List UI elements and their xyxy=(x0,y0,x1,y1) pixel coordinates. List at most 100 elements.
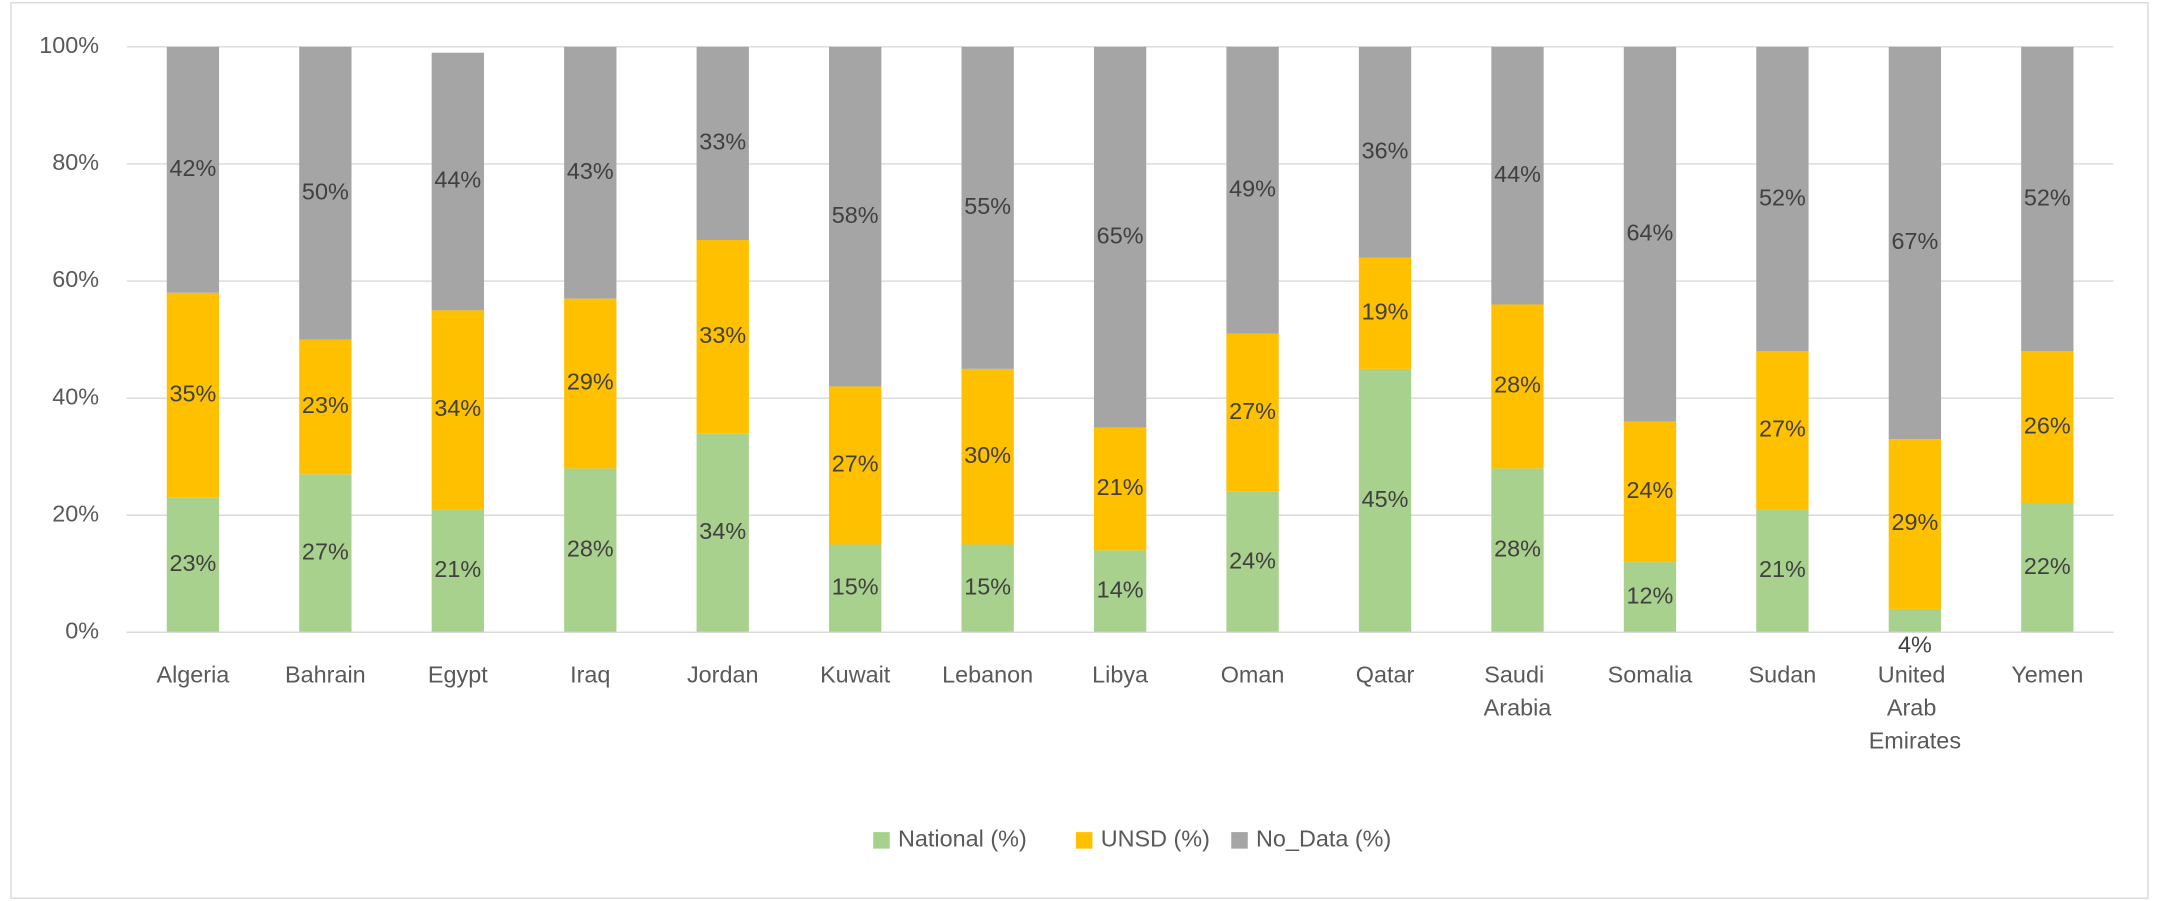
x-tick-label: Qatar xyxy=(1356,662,1415,688)
data-label: 50% xyxy=(302,178,349,204)
data-label: 27% xyxy=(832,451,879,477)
x-tick-label: Libya xyxy=(1092,662,1149,688)
bar-segment xyxy=(1226,333,1279,492)
x-tick-label: Kuwait xyxy=(820,662,891,688)
bar-segment xyxy=(1358,257,1412,369)
data-label: 19% xyxy=(1362,298,1409,324)
data-label: 44% xyxy=(1494,161,1541,187)
x-tick-label: Sudan xyxy=(1749,662,1817,688)
data-label: 27% xyxy=(1229,398,1276,424)
legend-swatch xyxy=(1231,832,1248,849)
data-label: 24% xyxy=(1627,477,1674,503)
data-label: 42% xyxy=(169,155,216,181)
bar-segment xyxy=(2021,351,2074,504)
bar-segment xyxy=(829,544,882,633)
y-tick-label: 100% xyxy=(39,32,99,58)
bar-segment xyxy=(1888,439,1942,609)
bar-segment xyxy=(564,46,617,299)
data-label: 12% xyxy=(1627,582,1674,608)
data-label: 34% xyxy=(434,395,481,421)
y-tick-label: 80% xyxy=(52,149,99,175)
bar-segment xyxy=(1093,550,1147,633)
bar-segment xyxy=(431,310,484,510)
x-tick-label: Lebanon xyxy=(942,662,1033,688)
data-label: 52% xyxy=(2024,184,2071,210)
data-label: 52% xyxy=(1759,184,1806,210)
x-tick-label: Egypt xyxy=(428,662,488,688)
x-tick-label: Somalia xyxy=(1608,662,1694,688)
data-label: 33% xyxy=(699,322,746,348)
data-label: 30% xyxy=(964,442,1011,468)
bar-segment xyxy=(166,46,220,293)
bar-segment xyxy=(1756,509,1809,633)
data-label: 28% xyxy=(567,536,614,562)
bar-segment xyxy=(1888,608,1942,633)
data-label: 21% xyxy=(1097,474,1144,500)
data-label: 24% xyxy=(1229,547,1276,573)
data-label: 36% xyxy=(1362,137,1409,163)
data-label: 23% xyxy=(302,392,349,418)
bar-segment xyxy=(1358,46,1412,258)
bar-segment xyxy=(696,46,749,241)
legend-label: UNSD (%) xyxy=(1101,826,1210,852)
bar-segment xyxy=(829,386,882,545)
bar-segment xyxy=(1623,46,1677,422)
bar-segment xyxy=(961,368,1014,545)
x-tick-label: Saudi Arabia xyxy=(1484,662,1553,721)
bar-segment xyxy=(829,46,882,387)
bar-segment xyxy=(1756,46,1809,352)
data-label: 27% xyxy=(302,538,349,564)
bar-segment xyxy=(961,544,1014,633)
x-tick-label: Jordan xyxy=(687,662,759,688)
bar-segment xyxy=(564,298,617,469)
legend-label: No_Data (%) xyxy=(1256,826,1391,852)
data-label: 49% xyxy=(1229,175,1276,201)
bar-segment xyxy=(166,292,220,498)
bar-segment xyxy=(431,52,484,311)
data-label: 58% xyxy=(832,202,879,228)
data-label: 45% xyxy=(1362,486,1409,512)
data-label: 65% xyxy=(1097,222,1144,248)
legend-label: National (%) xyxy=(898,826,1027,852)
data-label: 21% xyxy=(434,556,481,582)
bar-segment xyxy=(1358,368,1412,633)
data-label: 44% xyxy=(434,167,481,193)
data-label: 64% xyxy=(1627,219,1674,245)
bar-segment xyxy=(1226,491,1279,633)
bar-segment xyxy=(1093,427,1147,551)
x-tick-label: Oman xyxy=(1221,662,1285,688)
data-label: 33% xyxy=(699,129,746,155)
legend-swatch xyxy=(873,832,890,849)
x-tick-label: Iraq xyxy=(570,662,610,688)
data-label: 28% xyxy=(1494,536,1541,562)
data-label: 55% xyxy=(964,193,1011,219)
legend-swatch xyxy=(1075,832,1093,849)
bar-segment xyxy=(696,240,749,434)
bar-segment xyxy=(961,46,1014,369)
bar-segment xyxy=(1623,421,1677,563)
data-label: 35% xyxy=(169,380,216,406)
data-label: 21% xyxy=(1759,556,1806,582)
bar-segment xyxy=(1491,46,1544,305)
data-label: 29% xyxy=(1891,509,1938,535)
data-label: 28% xyxy=(1494,372,1541,398)
data-label: 27% xyxy=(1759,416,1806,442)
bar-segment xyxy=(1226,46,1279,334)
bar-segment xyxy=(1491,468,1544,633)
x-tick-label: Yemen xyxy=(2011,662,2083,688)
y-tick-label: 60% xyxy=(52,266,99,292)
x-tick-label: Bahrain xyxy=(285,662,366,688)
bar-segment xyxy=(696,433,749,633)
bar-segment xyxy=(564,468,617,633)
bar-segment xyxy=(1756,351,1809,510)
y-tick-label: 20% xyxy=(52,500,99,526)
bar-segment xyxy=(431,509,484,633)
data-label: 34% xyxy=(699,518,746,544)
y-tick-label: 0% xyxy=(65,618,99,644)
data-label: 26% xyxy=(2024,413,2071,439)
bar-segment xyxy=(1491,304,1544,469)
data-label: 4% xyxy=(1898,631,1932,657)
data-label: 43% xyxy=(567,158,614,184)
